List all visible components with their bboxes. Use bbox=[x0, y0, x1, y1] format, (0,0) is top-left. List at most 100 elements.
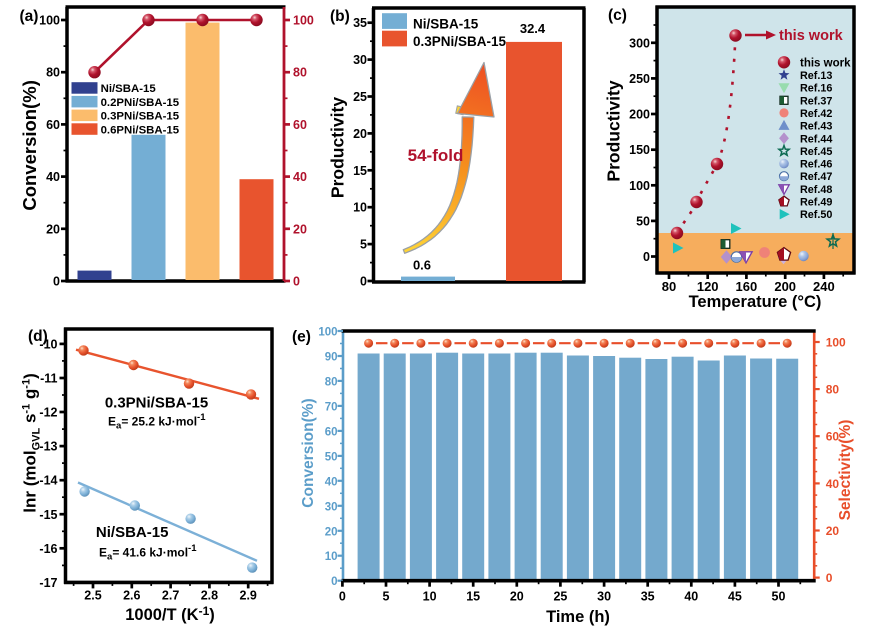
svg-text:240: 240 bbox=[813, 279, 835, 294]
svg-text:0: 0 bbox=[293, 275, 300, 289]
svg-text:250: 250 bbox=[629, 72, 650, 86]
svg-text:15: 15 bbox=[466, 590, 480, 604]
svg-text:Temperature (°C): Temperature (°C) bbox=[689, 293, 822, 311]
svg-text:20: 20 bbox=[325, 526, 338, 538]
svg-text:-17: -17 bbox=[39, 576, 57, 590]
svg-text:30: 30 bbox=[325, 501, 338, 513]
svg-text:2.9: 2.9 bbox=[240, 588, 257, 602]
svg-text:Ni/SBA-15: Ni/SBA-15 bbox=[101, 83, 157, 95]
svg-text:Ea= 25.2 kJ·mol-1: Ea= 25.2 kJ·mol-1 bbox=[108, 412, 206, 432]
svg-text:0: 0 bbox=[339, 590, 346, 604]
svg-text:50: 50 bbox=[325, 451, 338, 463]
svg-text:Ref.48: Ref.48 bbox=[800, 184, 832, 196]
svg-text:100: 100 bbox=[318, 327, 337, 339]
svg-text:(c): (c) bbox=[608, 7, 627, 24]
svg-text:Ref.49: Ref.49 bbox=[800, 197, 832, 209]
svg-text:20: 20 bbox=[293, 222, 307, 236]
svg-text:Ref.43: Ref.43 bbox=[800, 121, 832, 133]
svg-text:Selectivity(%): Selectivity(%) bbox=[837, 420, 854, 521]
svg-text:100: 100 bbox=[293, 14, 314, 28]
svg-text:32.4: 32.4 bbox=[520, 21, 546, 36]
svg-text:300: 300 bbox=[629, 36, 650, 50]
svg-text:2.7: 2.7 bbox=[162, 588, 179, 602]
svg-text:Ni/SBA-15: Ni/SBA-15 bbox=[413, 17, 479, 32]
svg-text:25: 25 bbox=[353, 90, 367, 104]
svg-text:this work: this work bbox=[800, 57, 851, 69]
svg-text:lnr (molGVL s-1 g-1): lnr (molGVL s-1 g-1) bbox=[21, 373, 43, 513]
svg-text:Ref.46: Ref.46 bbox=[800, 159, 832, 171]
svg-text:-15: -15 bbox=[39, 508, 57, 522]
svg-text:Ref.44: Ref.44 bbox=[800, 133, 832, 145]
svg-text:Time (h): Time (h) bbox=[546, 608, 610, 626]
svg-text:-13: -13 bbox=[39, 440, 57, 454]
svg-text:0: 0 bbox=[360, 275, 367, 289]
svg-text:25: 25 bbox=[553, 590, 567, 604]
svg-text:30: 30 bbox=[353, 53, 367, 67]
svg-text:Ea= 41.6 kJ·mol-1: Ea= 41.6 kJ·mol-1 bbox=[99, 543, 197, 563]
svg-text:60: 60 bbox=[826, 430, 840, 444]
svg-text:100: 100 bbox=[39, 14, 60, 28]
svg-text:(e): (e) bbox=[292, 329, 311, 346]
svg-text:1000/T (K-1): 1000/T (K-1) bbox=[125, 604, 215, 624]
svg-text:5: 5 bbox=[383, 590, 390, 604]
svg-text:20: 20 bbox=[826, 524, 840, 538]
svg-text:Productivity: Productivity bbox=[328, 97, 348, 198]
svg-text:60: 60 bbox=[325, 426, 338, 438]
svg-text:40: 40 bbox=[325, 476, 338, 488]
svg-text:(d): (d) bbox=[28, 328, 48, 345]
svg-text:70: 70 bbox=[325, 401, 338, 413]
svg-text:-12: -12 bbox=[39, 406, 57, 420]
svg-text:10: 10 bbox=[353, 201, 367, 215]
svg-text:40: 40 bbox=[46, 170, 60, 184]
svg-text:200: 200 bbox=[629, 108, 650, 122]
svg-text:2.6: 2.6 bbox=[123, 588, 140, 602]
svg-text:-11: -11 bbox=[40, 372, 57, 386]
svg-text:20: 20 bbox=[353, 127, 367, 141]
svg-text:80: 80 bbox=[826, 383, 840, 397]
svg-text:this work: this work bbox=[779, 28, 844, 44]
svg-text:35: 35 bbox=[641, 590, 655, 604]
svg-text:Ref.37: Ref.37 bbox=[800, 95, 832, 107]
svg-text:60: 60 bbox=[46, 118, 60, 132]
svg-text:Conversion(%): Conversion(%) bbox=[300, 398, 317, 507]
svg-text:45: 45 bbox=[728, 590, 742, 604]
svg-text:-16: -16 bbox=[39, 542, 57, 556]
svg-text:60: 60 bbox=[293, 118, 307, 132]
svg-text:Ref.42: Ref.42 bbox=[800, 108, 832, 120]
svg-text:-10: -10 bbox=[39, 337, 57, 351]
svg-text:160: 160 bbox=[736, 279, 758, 294]
svg-text:0.3PNi/SBA-15: 0.3PNi/SBA-15 bbox=[413, 34, 507, 49]
svg-text:0.6: 0.6 bbox=[413, 258, 431, 273]
svg-text:10: 10 bbox=[423, 590, 437, 604]
svg-text:100: 100 bbox=[629, 179, 650, 193]
svg-text:Ref.45: Ref.45 bbox=[800, 146, 832, 158]
svg-text:54-fold: 54-fold bbox=[408, 146, 464, 165]
svg-text:-14: -14 bbox=[39, 474, 57, 488]
svg-text:15: 15 bbox=[353, 164, 367, 178]
svg-text:0: 0 bbox=[643, 250, 650, 264]
svg-text:100: 100 bbox=[826, 336, 846, 350]
svg-text:40: 40 bbox=[826, 477, 840, 491]
svg-text:20: 20 bbox=[510, 590, 524, 604]
svg-text:0.6PNi/SBA-15: 0.6PNi/SBA-15 bbox=[101, 124, 180, 136]
svg-text:0.2PNi/SBA-15: 0.2PNi/SBA-15 bbox=[101, 97, 180, 109]
svg-text:200: 200 bbox=[774, 279, 796, 294]
svg-text:10: 10 bbox=[325, 551, 338, 563]
svg-text:80: 80 bbox=[46, 66, 60, 80]
svg-text:2.5: 2.5 bbox=[84, 588, 101, 602]
svg-text:Conversion(%): Conversion(%) bbox=[19, 80, 40, 211]
svg-text:50: 50 bbox=[772, 590, 786, 604]
svg-text:Productivity: Productivity bbox=[604, 80, 624, 181]
svg-text:50: 50 bbox=[636, 214, 650, 228]
svg-text:40: 40 bbox=[684, 590, 698, 604]
svg-text:35: 35 bbox=[353, 16, 367, 30]
svg-text:80: 80 bbox=[662, 279, 676, 294]
svg-text:90: 90 bbox=[325, 352, 338, 364]
svg-text:Ref.50: Ref.50 bbox=[800, 209, 832, 221]
svg-text:0.3PNi/SBA-15: 0.3PNi/SBA-15 bbox=[105, 395, 208, 412]
svg-text:0: 0 bbox=[53, 275, 60, 289]
svg-text:40: 40 bbox=[293, 170, 307, 184]
svg-text:Ni/SBA-15: Ni/SBA-15 bbox=[96, 524, 169, 541]
svg-text:Ref.13: Ref.13 bbox=[800, 70, 832, 82]
svg-text:Ref.16: Ref.16 bbox=[800, 83, 832, 95]
